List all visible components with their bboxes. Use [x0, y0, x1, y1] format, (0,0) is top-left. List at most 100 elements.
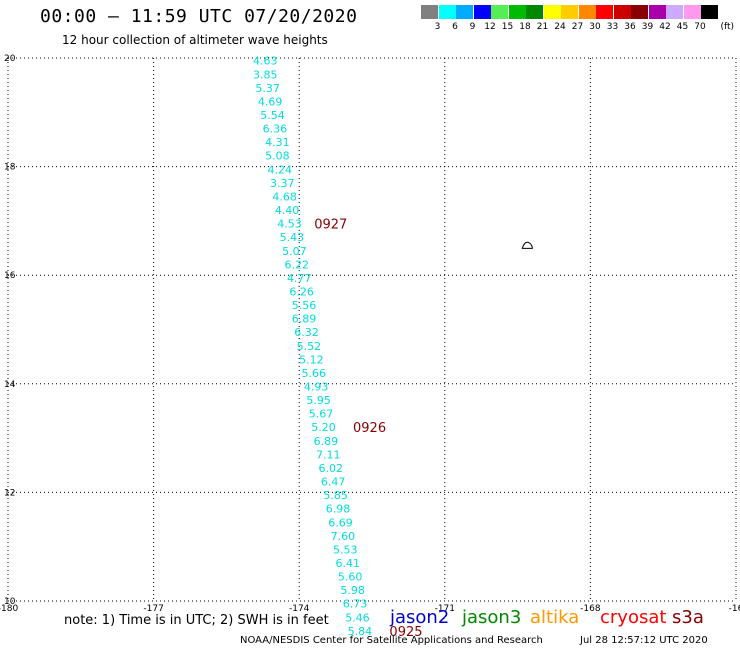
- wave-height-label: 6.89: [292, 313, 317, 326]
- satellite-s3a: s3a: [672, 607, 704, 628]
- wave-height-label: 4.40: [275, 204, 300, 217]
- legend-swatch: [456, 5, 473, 19]
- satellite-altika: altika: [530, 607, 580, 628]
- x-tick-label: -177: [143, 604, 163, 614]
- wave-height-label: 4.24: [268, 163, 293, 176]
- legend-swatch: [543, 5, 561, 19]
- legend-swatch: [491, 5, 508, 19]
- page-title: 00:00 – 11:59 UTC 07/20/2020: [40, 6, 358, 27]
- wave-height-label: 6.26: [289, 285, 314, 298]
- wave-height-label: 5.12: [299, 353, 324, 366]
- legend-unit: (ft): [720, 22, 735, 32]
- legend-swatch: [421, 5, 438, 19]
- y-tick-label: 12: [4, 488, 15, 498]
- legend-label: 3: [434, 22, 441, 32]
- wave-height-label: 5.60: [338, 571, 363, 584]
- legend-swatch: [648, 5, 666, 19]
- legend-swatch: [561, 5, 578, 19]
- legend-swatch: [526, 5, 543, 19]
- wave-height-label: 6.36: [263, 123, 288, 136]
- legend-label: 27: [571, 22, 584, 32]
- legend-swatch: [438, 5, 456, 19]
- y-tick-label: 20: [4, 54, 16, 64]
- wave-height-label: 5.56: [292, 299, 317, 312]
- legend-label: 21: [536, 22, 549, 32]
- pass-time-label: 0927: [314, 218, 347, 233]
- legend-label: 9: [469, 22, 476, 32]
- wave-height-label: 5.84: [348, 625, 373, 638]
- wave-height-label: 5.52: [297, 340, 322, 353]
- x-tick-label: -180: [0, 604, 18, 614]
- y-tick-label: 14: [4, 380, 16, 390]
- legend-label: 42: [659, 22, 671, 32]
- generated-timestamp: Jul 28 12:57:12 UTC 2020: [580, 635, 708, 646]
- legend-label: 39: [641, 22, 654, 32]
- wave-height-label: 5.85: [323, 489, 348, 502]
- wave-height-label: 4.53: [277, 218, 302, 231]
- pass-time-label: 0925: [389, 625, 422, 640]
- legend-swatch: [508, 5, 526, 19]
- wave-height-label: 5.07: [282, 245, 307, 258]
- wave-height-label: 6.69: [328, 516, 353, 529]
- legend-swatch: [701, 5, 718, 19]
- legend-swatch: [473, 5, 491, 19]
- pass-time-label: 0926: [353, 421, 386, 436]
- wave-height-label: 6.73: [343, 598, 368, 611]
- wave-height-label: 5.08: [265, 150, 290, 163]
- wave-height-label: 4.69: [258, 95, 283, 108]
- legend-swatch: [578, 5, 596, 19]
- wave-height-label: 3.85: [253, 68, 278, 81]
- legend-label: 18: [519, 22, 531, 32]
- credit-line: NOAA/NESDIS Center for Satellite Applica…: [240, 635, 543, 646]
- wave-height-label: 5.95: [306, 394, 331, 407]
- legend-label: 15: [501, 22, 514, 32]
- wave-height-label: 6.02: [318, 462, 343, 475]
- wave-height-label: 5.67: [309, 408, 334, 421]
- wave-height-label: 5.66: [302, 367, 327, 380]
- wave-height-label: 6.47: [321, 476, 346, 489]
- legend-label: 6: [452, 22, 458, 32]
- satellite-jason3: jason3: [462, 607, 522, 628]
- wave-height-label: 5.43: [280, 231, 305, 244]
- y-tick-label: 16: [4, 271, 16, 281]
- legend-label: 24: [554, 22, 566, 32]
- x-tick-label: -174: [289, 604, 310, 614]
- wave-height-label: 4.31: [265, 136, 290, 149]
- y-tick-label: 10: [4, 597, 16, 607]
- legend-label: 70: [694, 22, 706, 32]
- wave-height-label: 5.54: [260, 109, 285, 122]
- satellite-jason2: jason2: [390, 607, 450, 628]
- wave-height-label: 4.93: [304, 381, 329, 394]
- legend-label: 45: [676, 22, 689, 32]
- x-tick-label: -16: [729, 604, 740, 614]
- footer-note: note: 1) Time is in UTC; 2) SWH is in fe…: [64, 613, 329, 628]
- wave-height-label: 5.20: [311, 421, 336, 434]
- wave-height-label: 3.37: [270, 177, 295, 190]
- wave-height-label: 5.46: [345, 611, 370, 624]
- x-tick-label: -171: [435, 604, 455, 614]
- legend-swatch: [631, 5, 648, 19]
- legend-label: 33: [606, 22, 619, 32]
- legend-swatch: [613, 5, 631, 19]
- legend-label: 30: [589, 22, 601, 32]
- wave-height-label: 5.37: [255, 82, 280, 95]
- legend-swatch: [666, 5, 683, 19]
- wave-height-label: 5.98: [340, 584, 365, 597]
- legend-swatch: [596, 5, 613, 19]
- legend-swatch: [683, 5, 701, 19]
- wave-height-label: 5.53: [333, 543, 358, 556]
- wave-height-label: 6.22: [285, 258, 310, 271]
- wave-height-label: 4.68: [272, 190, 297, 203]
- wave-height-label: 4.77: [287, 272, 312, 285]
- y-tick-label: 18: [4, 163, 16, 173]
- wave-height-label: 6.41: [335, 557, 360, 570]
- wave-height-label: 6.89: [314, 435, 339, 448]
- wave-height-label: 6.32: [294, 326, 319, 339]
- legend-label: 36: [624, 22, 636, 32]
- x-tick-label: -168: [580, 604, 601, 614]
- legend-label: 12: [484, 22, 496, 32]
- wave-height-label: 6.98: [326, 503, 351, 516]
- wave-height-label: 7.11: [316, 448, 341, 461]
- page-subtitle: 12 hour collection of altimeter wave hei…: [62, 33, 328, 47]
